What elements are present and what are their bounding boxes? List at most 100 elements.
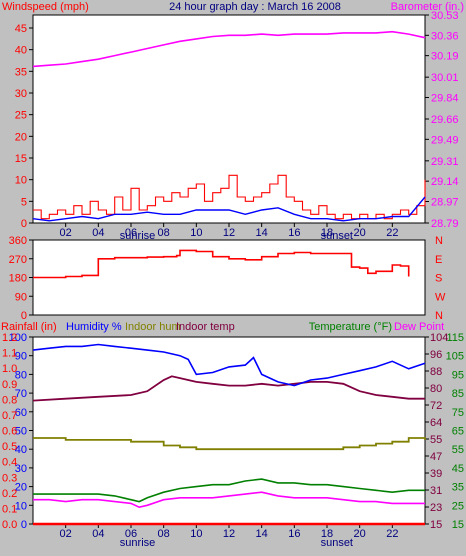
rainfall-tick-label: 0.2 <box>2 488 17 500</box>
bottom-x-tick-label: 04 <box>92 528 104 540</box>
barometer-tick-label: 28.79 <box>431 218 459 230</box>
barometer-tick-label: 29.14 <box>431 176 459 188</box>
indoor-humidity-label: Indoor hum <box>125 321 181 333</box>
rainfall-tick-label: 0.7 <box>2 410 17 422</box>
barometer-axis-label: Barometer (in.) <box>391 1 464 13</box>
compass-label: E <box>435 254 442 266</box>
top-x-tick-label: 04 <box>92 227 104 239</box>
windspeed-axis-label: Windspeed (mph) <box>2 1 89 13</box>
indoor-temp-tick-label: 55 <box>430 434 442 446</box>
indoor-temp-tick-label: 47 <box>430 451 442 463</box>
environment-plot-area <box>32 336 426 525</box>
top-x-tick-label: 06 <box>125 227 137 239</box>
barometer-tick-label: 29.49 <box>431 134 459 146</box>
bottom-x-tick-label: 02 <box>60 528 72 540</box>
humidity-tick-label: 70 <box>15 388 27 400</box>
windspeed-tick-label: 45 <box>15 23 27 35</box>
temperature-tick-label: 35 <box>452 482 464 494</box>
temperature-tick-label: 75 <box>452 407 464 419</box>
bottom-x-tick-label: 20 <box>354 528 366 540</box>
humidity-tick-label: 10 <box>15 500 27 512</box>
temperature-axis-label: Temperature (°F) <box>309 321 392 333</box>
temperature-tick-label: 45 <box>452 463 464 475</box>
temperature-tick-label: 115 <box>446 332 464 344</box>
compass-label: S <box>435 273 442 285</box>
direction-tick-label: 0 <box>21 310 27 322</box>
humidity-tick-label: 80 <box>15 369 27 381</box>
bottom-sunset-label: sunset <box>321 537 353 549</box>
barometer-tick-label: 30.01 <box>431 72 459 84</box>
temperature-tick-label: 55 <box>452 444 464 456</box>
temperature-tick-label: 65 <box>452 426 464 438</box>
top-x-tick-label: 10 <box>190 227 202 239</box>
temperature-tick-label: 15 <box>452 519 464 531</box>
direction-tick-label: 270 <box>9 254 27 266</box>
bottom-x-tick-label: 12 <box>223 528 235 540</box>
rainfall-tick-label: 1.2 <box>2 332 17 344</box>
indoor-temp-tick-label: 23 <box>430 502 442 514</box>
compass-label: N <box>435 235 443 247</box>
top-sunrise-label: sunrise <box>120 230 155 242</box>
top-sunset-label: sunset <box>321 230 353 242</box>
barometer-tick-label: 30.36 <box>431 30 459 42</box>
barometer-tick-label: 30.53 <box>431 10 459 22</box>
top-x-tick-label: 14 <box>256 227 268 239</box>
windspeed-line <box>33 174 426 220</box>
indoor-temp-tick-label: 88 <box>430 366 442 378</box>
wind-barometer-plot-area <box>32 14 426 224</box>
indoor-temp-tick-label: 31 <box>430 485 442 497</box>
barometer-tick-label: 29.84 <box>431 92 459 104</box>
humidity-line <box>32 343 426 387</box>
humidity-tick-label: 100 <box>9 332 27 344</box>
bottom-x-tick-label: 16 <box>288 528 300 540</box>
rainfall-tick-label: 0.5 <box>2 441 17 453</box>
direction-tick-label: 360 <box>9 235 27 247</box>
indoor-temp-label: Indoor temp <box>176 321 235 333</box>
rainfall-tick-label: 0.3 <box>2 472 17 484</box>
bottom-x-tick-label: 18 <box>321 528 333 540</box>
rainfall-axis-label: Rainfall (in) <box>1 321 57 333</box>
indoor-temp-tick-label: 96 <box>430 349 442 361</box>
rainfall-tick-label: 0.6 <box>2 426 17 438</box>
humidity-axis-label: Humidity % <box>66 321 122 333</box>
compass-label: W <box>435 291 446 303</box>
rainfall-tick-label: 0.0 <box>2 519 17 531</box>
top-x-tick-label: 12 <box>223 227 235 239</box>
rainfall-tick-label: 0.1 <box>2 503 17 515</box>
bottom-x-tick-label: 10 <box>190 528 202 540</box>
windspeed-tick-label: 20 <box>15 131 27 143</box>
bottom-x-tick-label: 08 <box>158 528 170 540</box>
bottom-sunrise-label: sunrise <box>120 537 155 549</box>
windspeed-tick-label: 30 <box>15 88 27 100</box>
barometer-tick-label: 29.31 <box>431 156 459 168</box>
humidity-tick-label: 90 <box>15 351 27 363</box>
graph-title: 24 hour graph day : March 16 2008 <box>169 1 341 13</box>
windspeed-tick-label: 25 <box>15 110 27 122</box>
windspeed-tick-label: 15 <box>15 153 27 165</box>
bottom-x-tick-label: 06 <box>125 528 137 540</box>
wind-direction-line <box>33 249 410 279</box>
humidity-tick-label: 40 <box>15 444 27 456</box>
top-x-tick-label: 18 <box>321 227 333 239</box>
indoor-humidity-line <box>33 437 426 451</box>
humidity-tick-label: 60 <box>15 407 27 419</box>
windspeed-tick-label: 5 <box>21 196 27 208</box>
compass-label: N <box>435 310 443 322</box>
temperature-tick-label: 105 <box>446 351 464 363</box>
top-x-tick-label: 08 <box>158 227 170 239</box>
top-x-tick-label: 02 <box>60 227 72 239</box>
rainfall-tick-label: 1.1 <box>2 348 17 360</box>
indoor-temp-tick-label: 72 <box>430 400 442 412</box>
temperature-tick-label: 95 <box>452 369 464 381</box>
indoor-temp-tick-label: 80 <box>430 383 442 395</box>
bottom-x-tick-label: 22 <box>386 528 398 540</box>
temperature-line <box>33 478 425 503</box>
rainfall-tick-label: 0.4 <box>2 457 17 469</box>
humidity-tick-label: 20 <box>15 482 27 494</box>
rainfall-tick-label: 0.9 <box>2 379 17 391</box>
windspeed-tick-label: 0 <box>21 218 27 230</box>
humidity-tick-label: 50 <box>15 426 27 438</box>
temperature-tick-label: 25 <box>452 500 464 512</box>
